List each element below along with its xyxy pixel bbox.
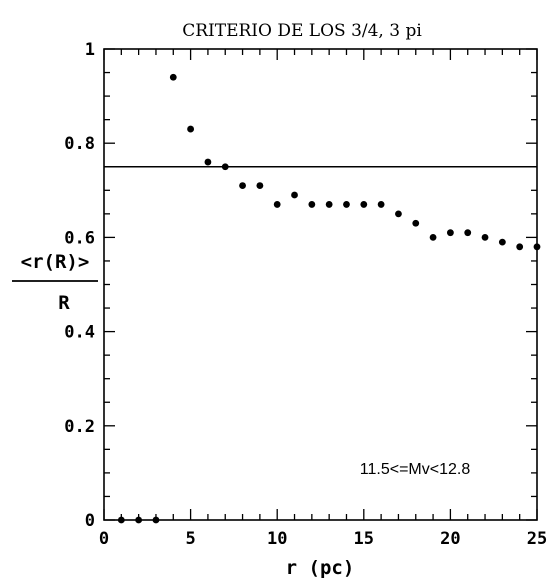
plot-frame	[103, 48, 538, 521]
data-point	[239, 182, 246, 189]
data-point	[187, 125, 195, 133]
data-point	[412, 219, 420, 227]
y-tick-labels: 0 0.2 0.4 0.6 0.8 1	[64, 40, 95, 531]
x-tick-labels: 0 5 10 15 20 25	[99, 529, 547, 549]
x-axis-label: r (pc)	[286, 557, 355, 579]
y-axis-label-denominator: R	[58, 292, 70, 314]
x-tick-label: 15	[354, 529, 374, 549]
data-point	[464, 229, 472, 237]
y-tick-label: 1	[85, 40, 95, 60]
chart-title: CRITERIO DE LOS 3/4, 3 pi	[182, 21, 422, 41]
data-point	[308, 201, 316, 208]
data-point	[204, 158, 212, 166]
data-point	[429, 234, 437, 241]
x-tick-label: 5	[185, 529, 195, 549]
data-point	[533, 243, 541, 251]
x-tick-label: 20	[440, 529, 460, 549]
data-point	[135, 516, 143, 524]
data-point	[273, 201, 281, 208]
data-point	[152, 516, 160, 524]
y-axis-label-numerator: <r(R)>	[21, 251, 90, 273]
data-point	[343, 201, 350, 208]
data-point	[498, 238, 506, 246]
y-tick-label: 0.4	[64, 323, 95, 343]
x-tick-label: 0	[99, 529, 109, 549]
data-point	[169, 73, 177, 81]
axis-ticks	[103, 48, 538, 521]
data-point	[377, 201, 385, 208]
x-tick-label: 25	[527, 529, 547, 549]
data-point	[360, 201, 368, 208]
data-point	[395, 210, 402, 218]
range-annotation: 11.5<=Mv<12.8	[360, 461, 471, 478]
data-point	[516, 243, 524, 251]
data-point	[221, 163, 229, 171]
y-tick-label: 0	[85, 511, 95, 531]
data-point	[117, 516, 125, 524]
y-tick-label: 0.8	[64, 134, 95, 154]
data-points	[117, 73, 541, 524]
data-point	[447, 229, 454, 237]
data-point	[481, 234, 489, 241]
data-point	[291, 191, 298, 199]
x-tick-label: 10	[267, 529, 287, 549]
y-tick-label: 0.2	[64, 417, 95, 437]
data-point	[256, 182, 264, 189]
y-tick-label: 0.6	[64, 228, 95, 248]
data-point	[325, 201, 333, 208]
